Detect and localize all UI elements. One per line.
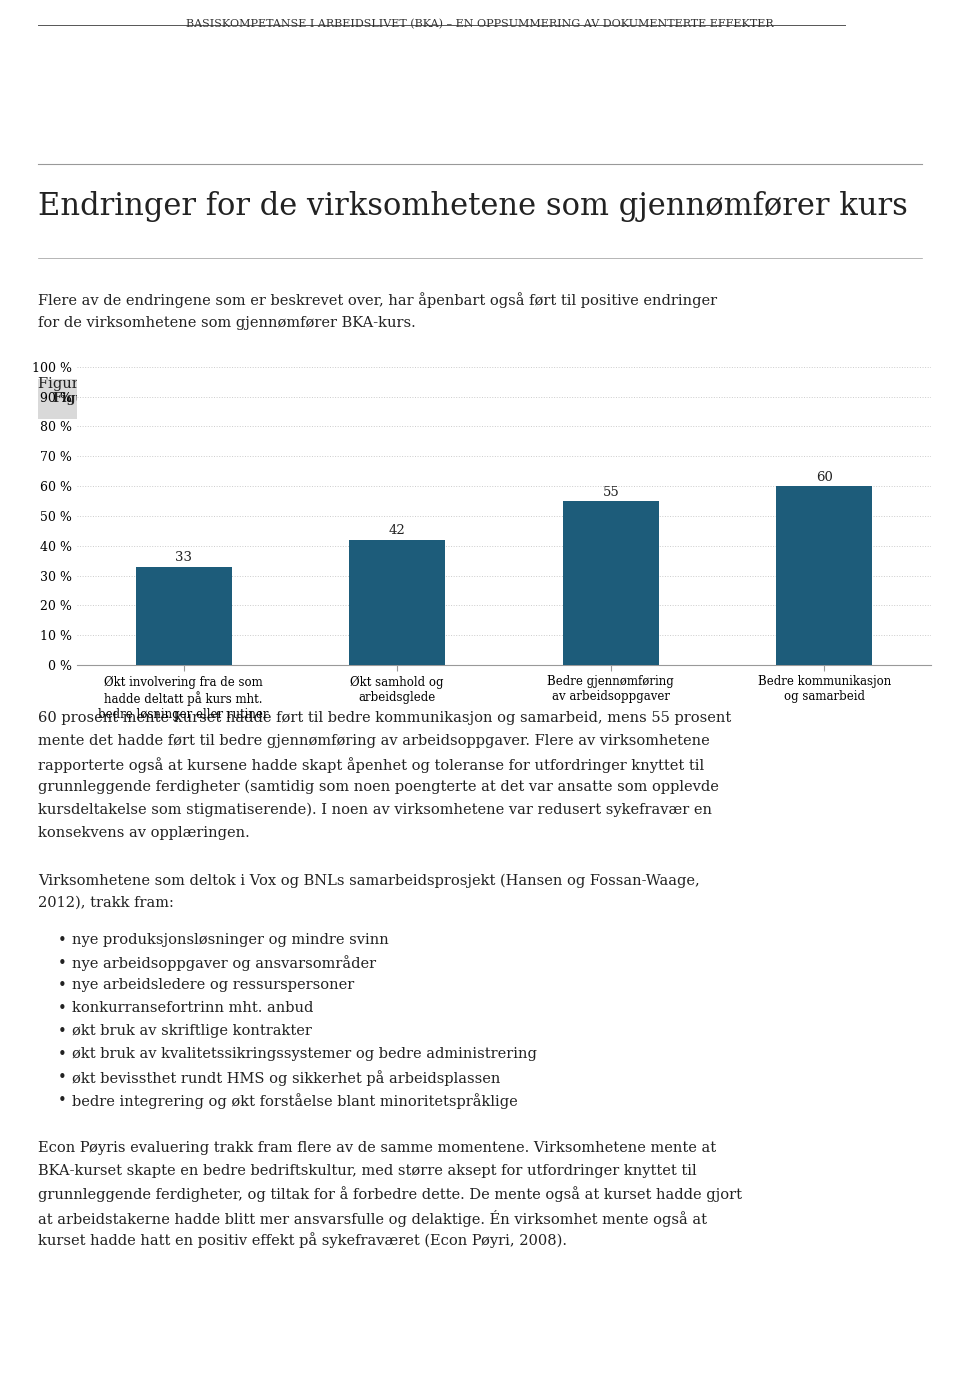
Text: •: • (58, 932, 66, 948)
Text: grunnleggende ferdigheter, og tiltak for å forbedre dette. De mente også at kurs: grunnleggende ferdigheter, og tiltak for… (38, 1187, 742, 1203)
Text: 2012), trakk fram:: 2012), trakk fram: (38, 896, 175, 910)
Text: Figur 4 Kurseffekter for virksomheter. Resultater fra Vox-evaluering fra 2010. P: Figur 4 Kurseffekter for virksomheter. R… (53, 392, 664, 406)
Text: BKA-kurset skapte en bedre bedriftskultur, med større aksept for utfordringer kn: BKA-kurset skapte en bedre bedriftskultu… (38, 1163, 697, 1177)
FancyBboxPatch shape (38, 378, 922, 419)
Bar (777, 486, 873, 665)
Text: økt bevissthet rundt HMS og sikkerhet på arbeidsplassen: økt bevissthet rundt HMS og sikkerhet på… (72, 1071, 500, 1086)
Text: BASISKOMPETANSE I ARBEIDSLIVET (BKA) – EN OPPSUMMERING AV DOKUMENTERTE EFFEKTER: BASISKOMPETANSE I ARBEIDSLIVET (BKA) – E… (186, 20, 774, 29)
Text: økt bruk av kvalitetssikringssystemer og bedre administrering: økt bruk av kvalitetssikringssystemer og… (72, 1047, 537, 1061)
Text: 13: 13 (892, 17, 913, 32)
Bar (563, 501, 659, 665)
Text: •: • (58, 979, 66, 994)
Text: konsekvens av opplæringen.: konsekvens av opplæringen. (38, 826, 251, 840)
Text: for de virksomhetene som gjennømfører BKA-kurs.: for de virksomhetene som gjennømfører BK… (38, 316, 416, 330)
Text: •: • (58, 956, 66, 970)
Text: •: • (58, 1071, 66, 1085)
Text: bedre integrering og økt forståelse blant minoritetspråklige: bedre integrering og økt forståelse blan… (72, 1093, 517, 1109)
Text: økt bruk av skriftlige kontrakter: økt bruk av skriftlige kontrakter (72, 1025, 312, 1039)
Text: Figur 4 viser hvilke kurseffekter virksomhetene i Vox-evalueringen fra 2010 trak: Figur 4 viser hvilke kurseffekter virkso… (38, 377, 691, 391)
Text: •: • (58, 1093, 66, 1109)
Text: •: • (58, 1047, 66, 1063)
Text: at arbeidstakerne hadde blitt mer ansvarsfulle og delaktige. Én virksomhet mente: at arbeidstakerne hadde blitt mer ansvar… (38, 1210, 708, 1226)
Text: 60: 60 (816, 470, 833, 483)
Text: Virksomhetene som deltok i Vox og BNLs samarbeidsprosjekt (Hansen og Fossan-Waag: Virksomhetene som deltok i Vox og BNLs s… (38, 874, 700, 888)
Text: •: • (58, 1025, 66, 1039)
Text: konkurransefortrinn mht. anbud: konkurransefortrinn mht. anbud (72, 1001, 313, 1015)
Text: grunnleggende ferdigheter (samtidig som noen poengterte at det var ansatte som o: grunnleggende ferdigheter (samtidig som … (38, 780, 719, 794)
Text: Econ Pøyris evaluering trakk fram flere av de samme momentene. Virksomhetene men: Econ Pøyris evaluering trakk fram flere … (38, 1141, 716, 1155)
Text: •: • (58, 1001, 66, 1016)
Text: Endringer for de virksomhetene som gjennømfører kurs: Endringer for de virksomhetene som gjenn… (38, 190, 908, 221)
Bar (349, 540, 445, 665)
Text: kursdeltakelse som stigmatiserende). I noen av virksomhetene var redusert sykefr: kursdeltakelse som stigmatiserende). I n… (38, 802, 712, 818)
Text: 42: 42 (389, 525, 405, 538)
Text: 33: 33 (175, 552, 192, 564)
Text: 60 prosent mente kurset hadde ført til bedre kommunikasjon og samarbeid, mens 55: 60 prosent mente kurset hadde ført til b… (38, 711, 732, 725)
Text: kurset hadde hatt en positiv effekt på sykefraværet (Econ Pøyri, 2008).: kurset hadde hatt en positiv effekt på s… (38, 1232, 567, 1249)
Text: rapporterte også at kursene hadde skapt åpenhet og toleranse for utfordringer kn: rapporterte også at kursene hadde skapt … (38, 757, 705, 773)
Text: mente det hadde ført til bedre gjennømføring av arbeidsoppgaver. Flere av virkso: mente det hadde ført til bedre gjennømfø… (38, 734, 710, 748)
Text: nye produksjonsløsninger og mindre svinn: nye produksjonsløsninger og mindre svinn (72, 932, 389, 946)
Text: Flere av de endringene som er beskrevet over, har åpenbart også ført til positiv: Flere av de endringene som er beskrevet … (38, 293, 717, 308)
Text: nye arbeidsledere og ressurspersoner: nye arbeidsledere og ressurspersoner (72, 979, 354, 993)
Bar (135, 567, 231, 665)
Text: 55: 55 (603, 486, 619, 498)
Text: nye arbeidsoppgaver og ansvarsområder: nye arbeidsoppgaver og ansvarsområder (72, 956, 376, 972)
